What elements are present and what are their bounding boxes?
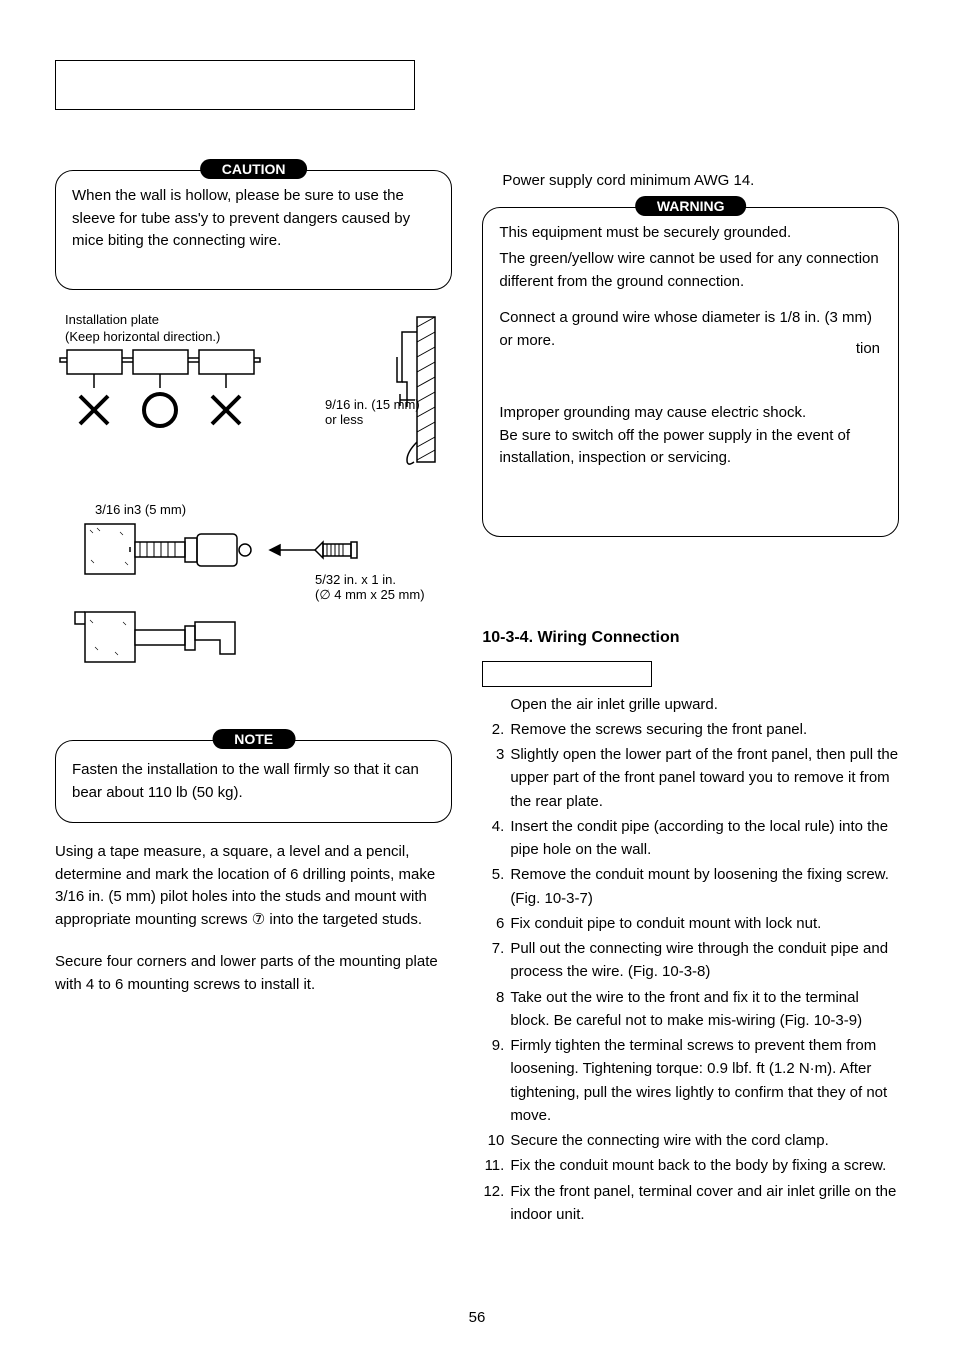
step-7: 7.Pull out the connecting wire through t…: [482, 937, 899, 984]
warn-line4: Improper grounding may cause electric sh…: [499, 402, 882, 425]
caution-title: CAUTION: [200, 159, 308, 179]
step-3: 3Slightly open the lower part of the fro…: [482, 743, 899, 813]
step-box-empty: [482, 661, 652, 687]
page-number: 56: [469, 1309, 486, 1326]
plate-label: Installation plate (Keep horizontal dire…: [65, 312, 220, 346]
two-column-layout: CAUTION When the wall is hollow, please …: [55, 170, 899, 1228]
step-8: 8Take out the wire to the front and fix …: [482, 986, 899, 1033]
note-box: NOTE Fasten the installation to the wall…: [55, 740, 452, 823]
warn-line5: Be sure to switch off the power supply i…: [499, 425, 882, 470]
warning-box: WARNING This equipment must be securely …: [482, 207, 899, 537]
warn-line2: The green/yellow wire cannot be used for…: [499, 248, 882, 293]
drill-svg: [55, 512, 435, 712]
step-1: Open the air inlet grille upward.: [482, 693, 899, 716]
warning-title: WARNING: [635, 196, 747, 216]
wall-dim-label: 9/16 in. (15 mm) or less: [325, 397, 420, 427]
steps-list: Open the air inlet grille upward. 2.Remo…: [482, 693, 899, 1227]
step-2: 2.Remove the screws securing the front p…: [482, 718, 899, 741]
step-11: 11.Fix the conduit mount back to the bod…: [482, 1154, 899, 1177]
plate-xox-svg: [55, 348, 285, 458]
step-9: 9.Firmly tighten the terminal screws to …: [482, 1034, 899, 1127]
left-column: CAUTION When the wall is hollow, please …: [55, 170, 452, 1228]
warn-line3: Connect a ground wire whose diameter is …: [499, 307, 882, 352]
step-4: 4.Insert the condit pipe (according to t…: [482, 815, 899, 862]
drill-diagram: 3/16 in3 (5 mm): [55, 502, 452, 722]
left-para-2: Secure four corners and lower parts of t…: [55, 951, 452, 996]
installation-plate-diagram: Installation plate (Keep horizontal dire…: [55, 312, 452, 472]
step-10: 10Secure the connecting wire with the co…: [482, 1129, 899, 1152]
wiring-heading: 10-3-4. Wiring Connection: [482, 629, 899, 647]
warn-line1: This equipment must be securely grounded…: [499, 222, 882, 245]
wall-section-svg: [362, 312, 452, 472]
power-note: Power supply cord minimum AWG 14.: [502, 170, 899, 193]
warning-body: This equipment must be securely grounded…: [499, 222, 882, 470]
caution-box: CAUTION When the wall is hollow, please …: [55, 170, 452, 290]
step-5: 5.Remove the conduit mount by loosening …: [482, 863, 899, 910]
step-12: 12.Fix the front panel, terminal cover a…: [482, 1180, 899, 1227]
header-empty-box: [55, 60, 415, 110]
screw-dim: 5/32 in. x 1 in. (∅ 4 mm x 25 mm): [315, 572, 425, 603]
step-6: 6Fix conduit pipe to conduit mount with …: [482, 912, 899, 935]
caution-body: When the wall is hollow, please be sure …: [72, 185, 435, 275]
left-para-1: Using a tape measure, a square, a level …: [55, 841, 452, 931]
note-title: NOTE: [212, 729, 295, 749]
right-column: Power supply cord minimum AWG 14. WARNIN…: [482, 170, 899, 1228]
note-body: Fasten the installation to the wall firm…: [72, 759, 435, 804]
